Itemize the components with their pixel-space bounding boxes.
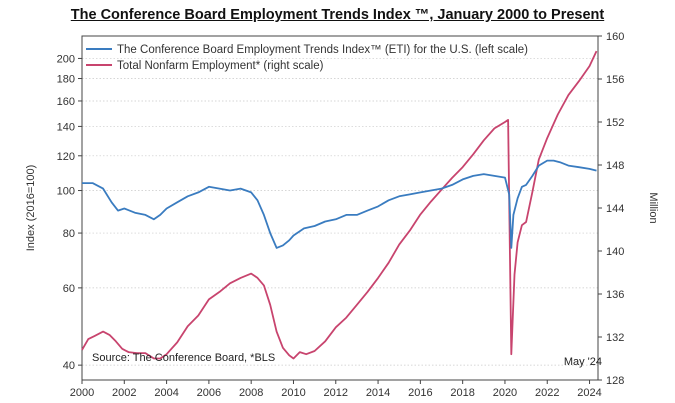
series-layer — [81, 50, 598, 360]
axes: 40 60 80 100 120 140 160 180 200 128 132 136 140 144 1… — [57, 31, 625, 399]
tick-label-left-200: 200 — [57, 53, 75, 65]
tick-label-right-148: 148 — [606, 160, 624, 172]
legend: The Conference Board Employment Trends I… — [86, 44, 528, 72]
tick-label-x-2006: 2006 — [197, 387, 221, 399]
tick-label-x-2014: 2014 — [366, 387, 390, 399]
y-axis-right-title: Million — [647, 192, 659, 223]
tick-label-right-132: 132 — [606, 332, 624, 344]
legend-label-2: Total Nonfarm Employment* (right scale) — [117, 60, 324, 72]
tick-label-x-2016: 2016 — [408, 387, 432, 399]
tick-label-x-2004: 2004 — [154, 387, 178, 399]
tick-label-x-2000: 2000 — [70, 387, 94, 399]
grid — [82, 58, 598, 366]
tick-label-left-80: 80 — [63, 228, 75, 240]
tick-label-x-2002: 2002 — [112, 387, 136, 399]
tick-label-left-120: 120 — [57, 151, 75, 163]
tick-label-x-2008: 2008 — [239, 387, 263, 399]
tick-label-x-2018: 2018 — [450, 387, 474, 399]
tick-label-left-180: 180 — [57, 74, 75, 86]
tick-label-x-2010: 2010 — [281, 387, 305, 399]
plot-frame — [81, 35, 599, 381]
source-note: Source: The Conference Board, *BLS — [92, 352, 275, 364]
tick-label-x-2024: 2024 — [577, 387, 601, 399]
tick-label-right-160: 160 — [606, 31, 624, 43]
tick-label-x-2012: 2012 — [324, 387, 348, 399]
tick-label-right-156: 156 — [606, 74, 624, 86]
tick-label-left-40: 40 — [63, 360, 75, 372]
tick-label-left-60: 60 — [63, 283, 75, 295]
legend-label-1: The Conference Board Employment Trends I… — [117, 44, 528, 56]
date-note: May '24 — [564, 356, 602, 368]
series-line-1 — [82, 159, 597, 249]
tick-label-x-2022: 2022 — [535, 387, 559, 399]
y-axis-left-title: Index (2016=100) — [25, 165, 37, 252]
tick-label-right-152: 152 — [606, 117, 624, 129]
tick-label-right-140: 140 — [606, 246, 624, 258]
chart-title: The Conference Board Employment Trends I… — [70, 7, 605, 23]
tick-label-left-140: 140 — [57, 121, 75, 133]
series-line-2 — [81, 50, 598, 360]
tick-label-right-136: 136 — [606, 289, 624, 301]
tick-label-left-100: 100 — [57, 186, 75, 198]
tick-label-x-2020: 2020 — [493, 387, 517, 399]
tick-label-right-144: 144 — [606, 203, 624, 215]
tick-label-right-128: 128 — [606, 375, 624, 387]
tick-label-left-160: 160 — [57, 96, 75, 108]
